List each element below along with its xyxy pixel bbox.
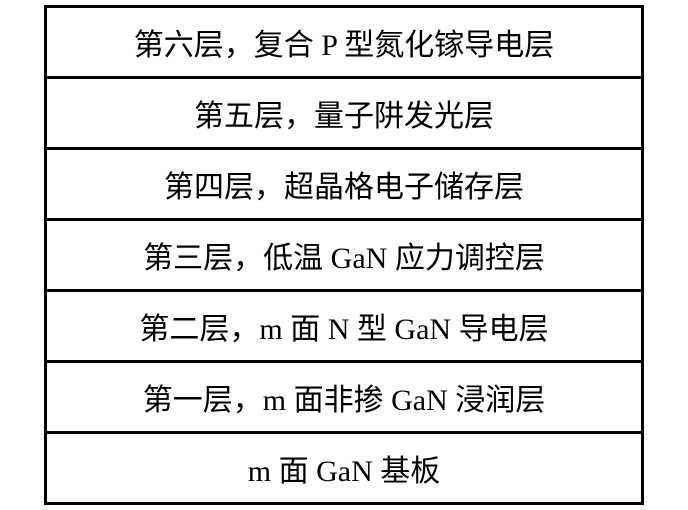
layer-label: m 面 GaN 基板 [248,446,440,490]
layer-label: 第一层，m 面非掺 GaN 浸润层 [143,375,545,419]
layer-label: 第二层，m 面 N 型 GaN 导电层 [139,304,548,348]
layer-row: m 面 GaN 基板 [47,434,641,502]
layer-stack-diagram: 第六层，复合 P 型氮化镓导电层 第五层，量子阱发光层 第四层，超晶格电子储存层… [44,5,644,505]
layer-label: 第四层，超晶格电子储存层 [164,162,524,206]
layer-row: 第五层，量子阱发光层 [47,79,641,150]
layer-label: 第三层，低温 GaN 应力调控层 [143,233,545,277]
layer-row: 第一层，m 面非掺 GaN 浸润层 [47,363,641,434]
layer-row: 第三层，低温 GaN 应力调控层 [47,221,641,292]
layer-label: 第六层，复合 P 型氮化镓导电层 [134,20,555,64]
layer-row: 第二层，m 面 N 型 GaN 导电层 [47,292,641,363]
layer-row: 第四层，超晶格电子储存层 [47,150,641,221]
layer-row: 第六层，复合 P 型氮化镓导电层 [47,8,641,79]
layer-label: 第五层，量子阱发光层 [194,91,494,135]
